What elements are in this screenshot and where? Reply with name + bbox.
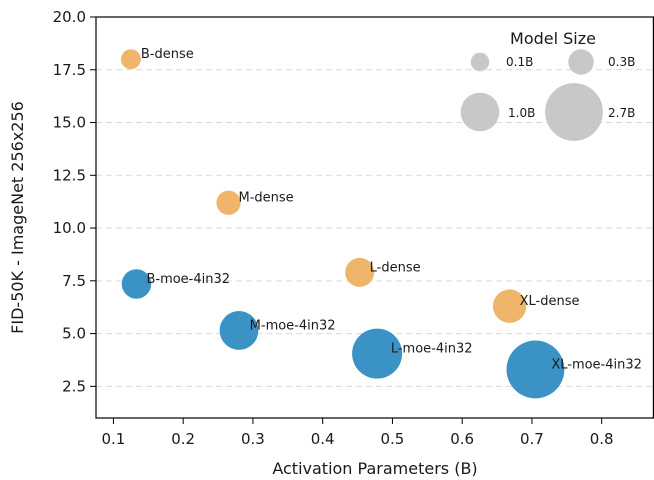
data-points [120,49,565,399]
data-point-labels: B-dense M-dense L-dense XL-dense B-moe-4in32… [141,47,642,372]
legend-size-label: 1.0B [508,106,535,120]
plot-frame [95,16,654,419]
y-tick-label: 2.5 [62,377,86,395]
y-tick-label: 5.0 [62,325,86,343]
x-tick-label: 0.3 [241,430,265,448]
y-tick-label: 12.5 [53,166,86,184]
data-point-label: L-dense [370,260,421,275]
data-point-label: L-moe-4in32 [391,342,473,357]
x-tick-label: 0.1 [102,430,126,448]
legend-size-label: 0.3B [608,55,635,69]
legend-size-label: 0.1B [506,55,533,69]
data-point [121,269,152,299]
y-tick-label: 17.5 [53,61,86,79]
data-point-label: XL-moe-4in32 [551,357,642,372]
y-axis-ticks: 2.5 5.0 7.5 10.0 12.5 15.0 17.5 20.0 [53,8,96,395]
x-tick-label: 0.8 [590,430,614,448]
x-tick-label: 0.6 [450,430,474,448]
x-axis-label: Activation Parameters (B) [272,459,477,478]
data-point-label: XL-dense [520,294,580,309]
y-tick-label: 7.5 [62,272,86,290]
y-tick-label: 20.0 [53,8,86,26]
data-point [506,340,565,399]
legend-title: Model Size [510,29,596,48]
y-tick-label: 10.0 [53,219,86,237]
size-legend: Model Size 0.1B 0.3B 1.0B 2.7B [460,29,635,141]
legend-size-label: 2.7B [608,106,635,120]
y-tick-label: 15.0 [53,114,86,132]
legend-size-marker [460,92,500,132]
legend-size-marker [470,52,490,72]
data-point [120,49,141,70]
data-point [216,190,241,215]
legend-size-marker [545,83,603,141]
y-axis-label: FID-50K - ImageNet 256x256 [8,101,27,334]
x-tick-label: 0.2 [171,430,195,448]
x-tick-label: 0.5 [381,430,405,448]
data-point [492,289,527,323]
data-point [219,311,259,350]
data-point-label: M-dense [239,191,294,206]
x-axis-ticks: 0.1 0.2 0.3 0.4 0.5 0.6 0.7 0.8 [102,418,614,448]
legend-size-marker [568,49,594,75]
data-point [345,257,375,287]
data-point-label: B-moe-4in32 [146,272,230,287]
data-point [352,328,403,379]
data-point-label: M-moe-4in32 [250,318,336,333]
x-tick-label: 0.4 [311,430,335,448]
x-tick-label: 0.7 [520,430,544,448]
data-point-label: B-dense [141,47,194,62]
